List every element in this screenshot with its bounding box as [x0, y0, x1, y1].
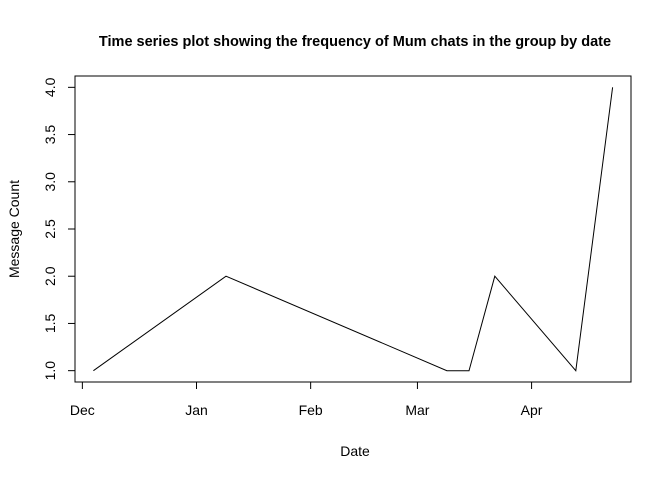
- x-tick-label: Dec: [70, 402, 95, 418]
- y-tick-label: 1.5: [42, 314, 58, 334]
- y-tick-label: 3.5: [42, 125, 58, 145]
- y-tick-label: 3.0: [42, 172, 58, 192]
- y-axis-label: Message Count: [6, 180, 22, 278]
- x-axis-label: Date: [340, 443, 370, 459]
- x-tick-label: Feb: [299, 402, 323, 418]
- plot-frame: [74, 75, 632, 383]
- y-tick-label: 2.5: [42, 219, 58, 239]
- x-tick-label: Jan: [185, 402, 208, 418]
- y-tick-label: 1.0: [42, 361, 58, 381]
- x-tick-label: Mar: [405, 402, 429, 418]
- series-line: [93, 87, 614, 372]
- x-tick-label: Apr: [521, 402, 543, 418]
- y-axis: 1.0 1.5 2.0 2.5 3.0 3.5 4.0: [42, 77, 76, 381]
- y-tick-label: 4.0: [42, 77, 58, 97]
- x-axis: Dec Jan Feb Mar Apr: [70, 381, 543, 418]
- chart-title: Time series plot showing the frequency o…: [99, 34, 611, 50]
- y-tick-label: 2.0: [42, 266, 58, 286]
